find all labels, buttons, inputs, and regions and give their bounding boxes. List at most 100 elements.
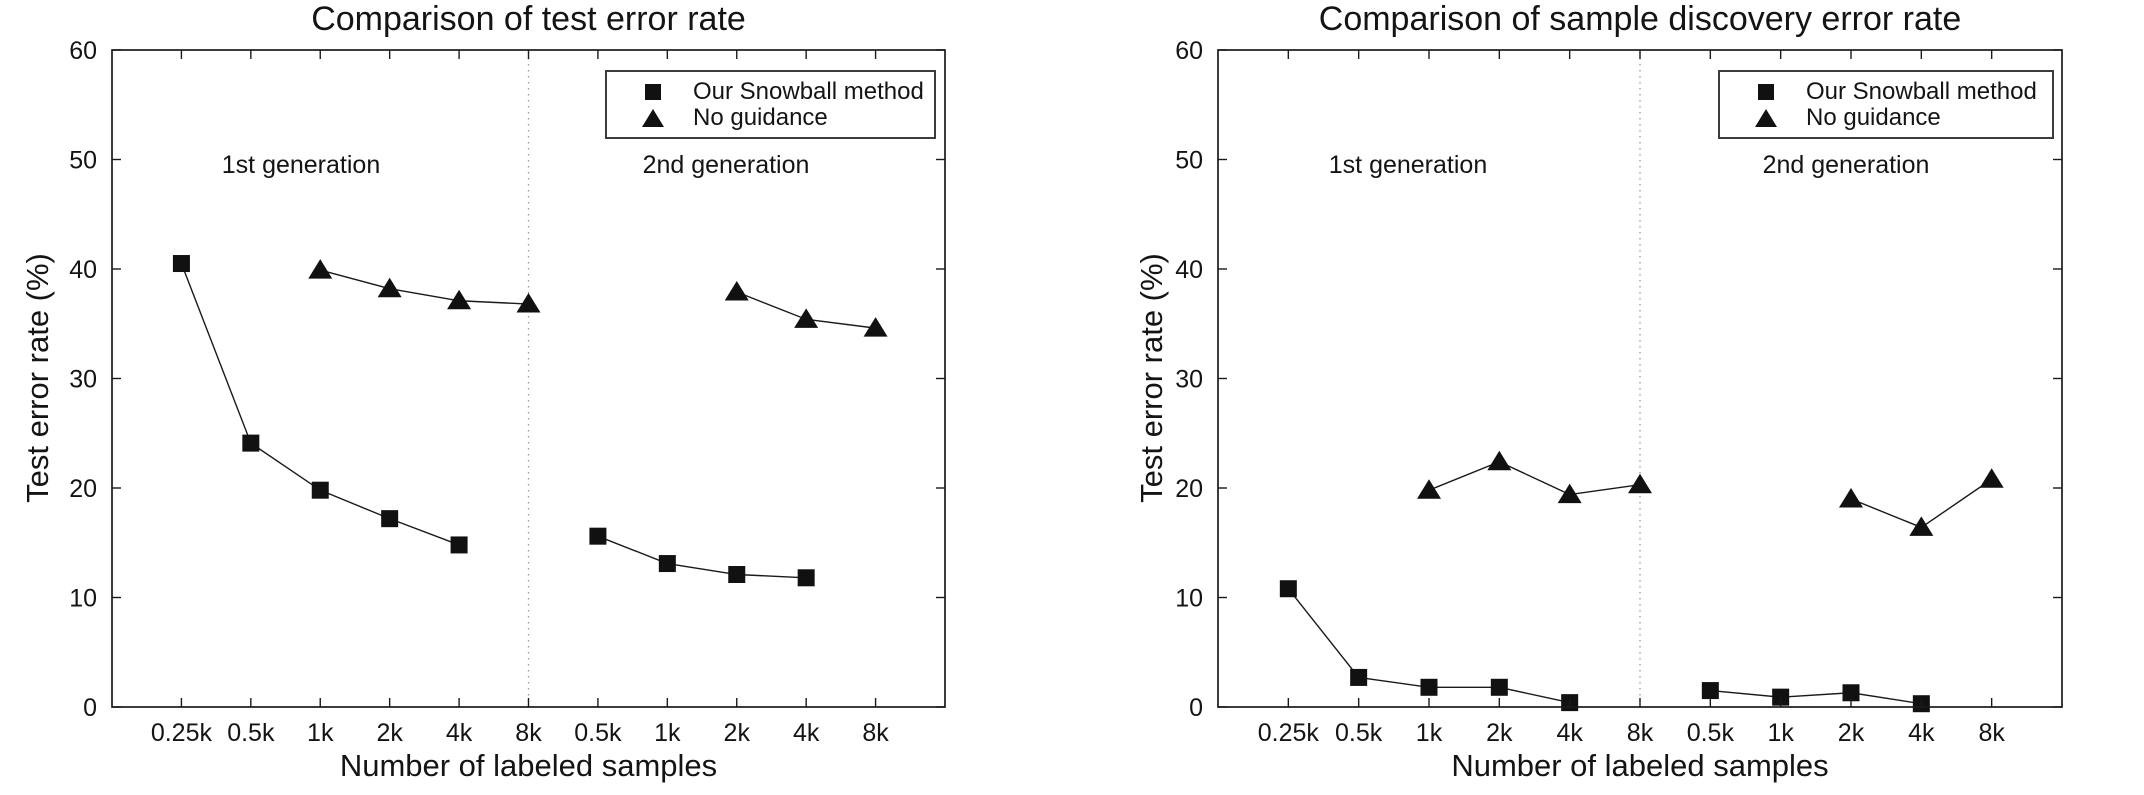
triangle-data-marker	[1628, 473, 1652, 494]
square-marker-icon	[1758, 84, 1774, 100]
square-data-marker	[1350, 668, 1368, 686]
legend-row-no-guidance: No guidance	[635, 104, 934, 131]
x-tick-label: 2k	[376, 719, 403, 747]
triangle-data-marker	[516, 293, 541, 313]
x-tick-label: 0.25k	[1258, 719, 1320, 747]
y-tick-label: 20	[1175, 475, 1203, 503]
right-chart-legend: Our Snowball method No guidance	[1718, 70, 2054, 139]
square-data-marker	[1701, 682, 1719, 700]
x-tick-label: 8k	[1978, 719, 2005, 747]
right-y-axis-label: Test error rate (%)	[1134, 253, 1169, 503]
y-tick-label: 60	[1175, 37, 1203, 65]
legend-marker-slot	[635, 109, 671, 127]
x-tick-label: 4k	[446, 719, 473, 747]
square-marker-icon	[645, 84, 661, 100]
x-tick-label: 0.5k	[1687, 719, 1735, 747]
left-first-generation-annotation: 1st generation	[221, 151, 381, 179]
series-line-snowball	[180, 263, 460, 546]
y-tick-label: 30	[1175, 366, 1203, 394]
series-line-no-guidance	[320, 269, 529, 305]
triangle-marker-icon	[642, 109, 664, 127]
x-tick-label: 0.5k	[227, 719, 275, 747]
square-data-marker	[172, 255, 190, 273]
square-data-marker	[797, 569, 815, 587]
right-second-generation-annotation: 2nd generation	[1762, 151, 1930, 179]
x-tick-label: 0.5k	[574, 719, 622, 747]
y-tick-label: 50	[69, 147, 97, 175]
square-data-marker	[311, 481, 329, 499]
x-tick-label: 2k	[724, 719, 751, 747]
square-data-marker	[658, 555, 676, 573]
triangle-data-marker	[1417, 479, 1441, 499]
triangle-data-marker	[724, 280, 749, 301]
triangle-data-marker	[1979, 468, 2004, 488]
y-tick-label: 0	[1189, 694, 1203, 722]
triangle-data-marker	[308, 259, 333, 279]
x-tick-label: 2k	[1838, 719, 1865, 747]
triangle-data-marker	[1839, 487, 1863, 508]
y-tick-label: 10	[69, 585, 97, 613]
triangle-data-marker	[447, 289, 472, 310]
y-tick-label: 30	[69, 366, 97, 394]
triangle-data-marker	[794, 308, 819, 328]
y-tick-label: 40	[69, 256, 97, 284]
x-tick-label: 8k	[1627, 719, 1654, 747]
square-data-marker	[1842, 684, 1860, 702]
left-y-axis-label: Test error rate (%)	[20, 253, 55, 503]
x-tick-label: 4k	[793, 719, 820, 747]
x-tick-label: 1k	[307, 719, 334, 747]
series-line-snowball	[1710, 689, 1922, 705]
right-chart-title: Comparison of sample discovery error rat…	[1318, 0, 1962, 38]
series-line-snowball	[597, 535, 807, 579]
square-data-marker	[1772, 688, 1790, 706]
right-first-generation-annotation: 1st generation	[1328, 151, 1488, 179]
square-data-marker	[1420, 678, 1438, 696]
x-tick-label: 8k	[515, 719, 542, 747]
triangle-data-marker	[1557, 483, 1582, 504]
square-data-marker	[450, 536, 468, 554]
legend-label-snowball: Our Snowball method	[1806, 78, 2037, 105]
square-data-marker	[728, 566, 746, 584]
x-tick-label: 1k	[1416, 719, 1443, 747]
legend-label-snowball: Our Snowball method	[693, 78, 924, 105]
legend-marker-slot	[635, 84, 671, 100]
y-tick-label: 50	[1175, 147, 1203, 175]
square-data-marker	[589, 527, 607, 545]
left-chart-plot: 0.25k 0.5k 1k 2k 4k 8k 0.5k 1k 2k 4k 8k 0 10 20 30 40 50…	[69, 37, 946, 747]
legend-label-no-guidance: No guidance	[1806, 104, 1941, 131]
right-x-axis-label: Number of labeled samples	[1451, 748, 1829, 783]
x-tick-label: 8k	[862, 719, 889, 747]
legend-row-no-guidance: No guidance	[1748, 104, 2052, 131]
x-tick-label: 0.25k	[151, 719, 213, 747]
y-tick-label: 20	[69, 475, 97, 503]
y-tick-label: 40	[1175, 256, 1203, 284]
y-tick-label: 10	[1175, 585, 1203, 613]
y-tick-label: 60	[69, 37, 97, 65]
square-data-marker	[381, 510, 399, 528]
square-data-marker	[242, 434, 260, 452]
left-chart-title: Comparison of test error rate	[311, 0, 746, 38]
triangle-data-marker	[1909, 516, 1934, 536]
square-data-marker	[1279, 580, 1297, 598]
legend-label-no-guidance: No guidance	[693, 104, 828, 131]
y-tick-label: 0	[83, 694, 97, 722]
x-tick-label: 4k	[1908, 719, 1935, 747]
legend-row-snowball: Our Snowball method	[1748, 78, 2052, 105]
legend-row-snowball: Our Snowball method	[635, 78, 934, 105]
triangle-data-marker	[863, 317, 888, 337]
right-chart-plot: 0.25k 0.5k 1k 2k 4k 8k 0.5k 1k 2k 4k 8k 0 10 20 30 40 50…	[1175, 37, 2063, 747]
legend-marker-slot	[1748, 109, 1784, 127]
left-x-axis-label: Number of labeled samples	[339, 748, 718, 783]
x-tick-label: 1k	[654, 719, 681, 747]
legend-marker-slot	[1748, 84, 1784, 100]
x-tick-label: 1k	[1767, 719, 1794, 747]
triangle-data-marker	[1487, 450, 1512, 471]
square-data-marker	[1490, 678, 1508, 696]
x-tick-label: 2k	[1486, 719, 1513, 747]
x-tick-label: 4k	[1556, 719, 1583, 747]
left-chart-legend: Our Snowball method No guidance	[605, 70, 936, 139]
triangle-data-marker	[377, 277, 402, 298]
triangle-marker-icon	[1755, 109, 1777, 127]
